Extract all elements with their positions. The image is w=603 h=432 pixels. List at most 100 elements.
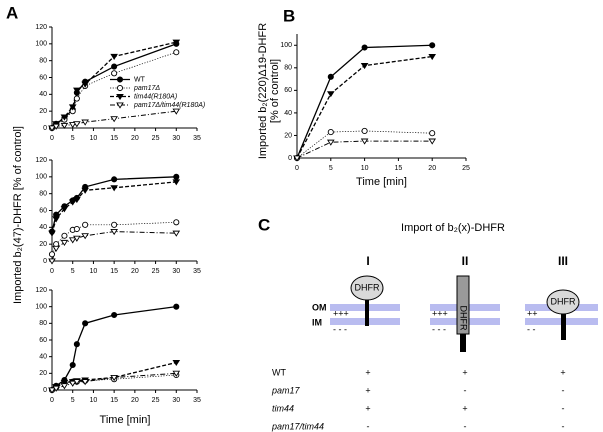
- cell: +: [462, 403, 467, 413]
- panel-label: A: [6, 3, 18, 22]
- cell: -: [464, 385, 467, 395]
- data-point: [326, 91, 335, 98]
- y-tick-label: 40: [39, 91, 47, 98]
- data-point: [73, 87, 81, 94]
- legend-label: pam17Δ/tim44(R180A): [133, 102, 205, 109]
- data-point: [429, 42, 436, 49]
- data-point: [173, 173, 180, 180]
- x-tick-label: 0: [50, 397, 54, 404]
- dhfr-domain: [456, 275, 470, 335]
- data-point: [361, 127, 368, 134]
- x-tick-label: 0: [295, 165, 299, 172]
- data-point: [60, 114, 69, 121]
- data-point: [360, 138, 369, 145]
- legend-marker: [116, 84, 124, 92]
- charge-plus: +++: [333, 308, 349, 318]
- y-tick-label: 100: [35, 304, 47, 311]
- x-tick-label: 25: [152, 268, 160, 275]
- y-tick-label: 20: [39, 108, 47, 115]
- data-point: [360, 63, 369, 70]
- y-tick-label: 80: [39, 320, 47, 327]
- y-tick-label: 40: [39, 224, 47, 231]
- legend-label: WT: [134, 76, 146, 83]
- y-tick-label: 80: [39, 58, 47, 65]
- series-line: [51, 231, 177, 262]
- y-tick-label: 100: [35, 41, 47, 48]
- x-tick-label: 30: [172, 397, 180, 404]
- x-tick-label: 25: [152, 397, 160, 404]
- data-point: [82, 221, 89, 228]
- column-numeral: III: [558, 254, 568, 268]
- data-point: [172, 179, 181, 186]
- data-point: [68, 199, 77, 206]
- cell: -: [464, 421, 467, 431]
- data-point: [60, 122, 69, 130]
- charge-minus: - - -: [333, 324, 347, 334]
- y-tick-label: 120: [35, 24, 47, 31]
- charge-plus: +++: [432, 308, 448, 318]
- data-point: [73, 121, 81, 128]
- row-label: pam17: [271, 385, 301, 395]
- data-point: [111, 221, 118, 228]
- data-point: [110, 185, 118, 192]
- cell: -: [562, 421, 565, 431]
- x-tick-label: 10: [90, 268, 98, 275]
- data-point: [81, 187, 89, 194]
- legend-marker: [116, 102, 124, 109]
- cell: -: [562, 403, 565, 413]
- data-point: [48, 251, 56, 258]
- legend-marker: [116, 76, 124, 83]
- y-tick-label: 60: [284, 87, 292, 94]
- y-tick-label: 100: [35, 174, 47, 181]
- y-tick-label: 120: [35, 157, 47, 164]
- x-tick-label: 35: [193, 268, 201, 275]
- cell: +: [365, 367, 370, 377]
- x-axis-label: Time [min]: [356, 176, 407, 188]
- data-point: [293, 155, 301, 162]
- data-point: [172, 108, 181, 115]
- y-axis-label: [% of control]: [269, 59, 281, 123]
- series-line: [296, 140, 433, 159]
- data-point: [73, 379, 81, 386]
- y-tick-label: 80: [284, 65, 292, 72]
- presequence: [561, 312, 566, 340]
- x-tick-label: 0: [50, 268, 54, 275]
- row-label: tim44: [272, 403, 294, 413]
- data-point: [110, 228, 118, 236]
- y-tick-label: 60: [39, 74, 47, 81]
- x-tick-label: 20: [131, 397, 139, 404]
- charge-minus: - -: [527, 324, 536, 334]
- column-numeral: II: [462, 254, 469, 268]
- y-axis-label: Imported b₂(220)Δ19-DHFR: [257, 23, 269, 159]
- data-point: [60, 383, 69, 390]
- series-line: [296, 44, 433, 159]
- cell: +: [462, 367, 467, 377]
- panel-label: C: [258, 215, 270, 234]
- data-point: [82, 320, 89, 327]
- data-point: [361, 44, 368, 51]
- data-point: [81, 81, 89, 88]
- data-point: [110, 53, 118, 61]
- series-line: [296, 130, 433, 159]
- data-point: [52, 385, 60, 392]
- x-tick-label: 5: [71, 397, 75, 404]
- data-point: [73, 95, 80, 102]
- data-point: [111, 63, 118, 70]
- x-tick-label: 5: [71, 268, 75, 275]
- series-line: [51, 221, 177, 255]
- data-point: [110, 374, 118, 382]
- data-point: [111, 176, 118, 183]
- cell: +: [365, 403, 370, 413]
- data-point: [52, 216, 60, 223]
- data-point: [326, 139, 335, 146]
- y-tick-label: 100: [280, 42, 292, 49]
- data-point: [173, 49, 180, 56]
- cell: +: [365, 385, 370, 395]
- x-tick-label: 10: [90, 135, 98, 142]
- charge-plus: ++: [527, 308, 538, 318]
- presequence: [365, 298, 369, 326]
- y-tick-label: 0: [43, 125, 47, 132]
- data-point: [68, 122, 77, 129]
- x-tick-label: 20: [428, 165, 436, 172]
